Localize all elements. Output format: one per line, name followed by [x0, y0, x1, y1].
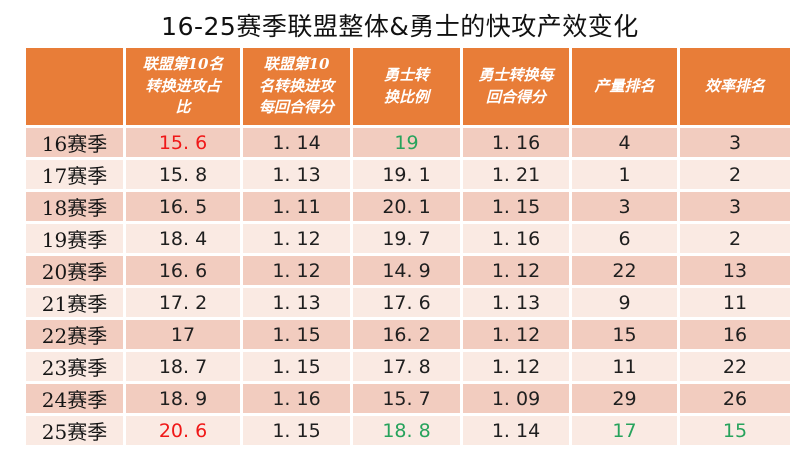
table-cell: 1. 13 [460, 285, 572, 320]
table-cell: 15. 6 [123, 125, 243, 160]
table-cell: 3 [569, 189, 680, 224]
table-cell: 11 [677, 285, 793, 320]
header-cell-league-points-per-possession: 联盟第10名转换进攻每回合得分 [240, 45, 353, 128]
table-cell: 18. 8 [350, 413, 463, 448]
table-cell: 11 [569, 349, 680, 384]
row-label: 16赛季 [23, 125, 126, 160]
table-cell: 1. 15 [240, 349, 353, 384]
table-row: 20赛季 16. 6 1. 12 14. 9 1. 12 22 13 [23, 253, 793, 288]
table-cell: 17. 2 [123, 285, 243, 320]
table-cell: 3 [677, 125, 793, 160]
table-cell: 1. 14 [460, 413, 572, 448]
table-cell: 6 [569, 221, 680, 256]
table-header: 联盟第10名转换进攻占比 联盟第10名转换进攻每回合得分 勇士转换比例 勇士转换… [23, 45, 793, 128]
table-cell: 16. 5 [123, 189, 243, 224]
table-cell: 16 [677, 317, 793, 352]
table-cell: 1. 15 [240, 317, 353, 352]
stats-table: 联盟第10名转换进攻占比 联盟第10名转换进攻每回合得分 勇士转换比例 勇士转换… [23, 45, 793, 448]
table-body: 16赛季 15. 6 1. 14 19 1. 16 4 3 17赛季 15. 8 1. 13 19.… [23, 125, 793, 448]
table-cell: 1. 12 [460, 253, 572, 288]
header-cell-league-transition-share: 联盟第10名转换进攻占比 [123, 45, 243, 128]
row-label: 22赛季 [23, 317, 126, 352]
header-cell-warriors-points-per-possession: 勇士转换每回合得分 [460, 45, 572, 128]
table-row: 22赛季 17 1. 15 16. 2 1. 12 15 16 [23, 317, 793, 352]
table-cell: 1. 16 [460, 221, 572, 256]
table-cell: 19. 7 [350, 221, 463, 256]
table-cell: 19. 1 [350, 157, 463, 192]
row-label: 20赛季 [23, 253, 126, 288]
table-row: 23赛季 18. 7 1. 15 17. 8 1. 12 11 22 [23, 349, 793, 384]
row-label: 18赛季 [23, 189, 126, 224]
table-cell: 1 [569, 157, 680, 192]
table-row: 21赛季 17. 2 1. 13 17. 6 1. 13 9 11 [23, 285, 793, 320]
table-cell: 15 [677, 413, 793, 448]
table-cell: 29 [569, 381, 680, 416]
table-cell: 17 [123, 317, 243, 352]
table-cell: 1. 09 [460, 381, 572, 416]
table-cell: 17 [569, 413, 680, 448]
row-label: 24赛季 [23, 381, 126, 416]
table-row: 24赛季 18. 9 1. 16 15. 7 1. 09 29 26 [23, 381, 793, 416]
table-cell: 20. 6 [123, 413, 243, 448]
table-cell: 1. 12 [240, 221, 353, 256]
row-label: 19赛季 [23, 221, 126, 256]
row-label: 21赛季 [23, 285, 126, 320]
table-cell: 16. 2 [350, 317, 463, 352]
table-cell: 1. 13 [240, 285, 353, 320]
table-cell: 2 [677, 221, 793, 256]
table-cell: 1. 21 [460, 157, 572, 192]
table-cell: 13 [677, 253, 793, 288]
table-cell: 1. 14 [240, 125, 353, 160]
table-cell: 1. 15 [240, 413, 353, 448]
table-cell: 20. 1 [350, 189, 463, 224]
table-cell: 1. 16 [460, 125, 572, 160]
table-cell: 4 [569, 125, 680, 160]
row-label: 23赛季 [23, 349, 126, 384]
table-row: 16赛季 15. 6 1. 14 19 1. 16 4 3 [23, 125, 793, 160]
table-row: 17赛季 15. 8 1. 13 19. 1 1. 21 1 2 [23, 157, 793, 192]
row-label: 25赛季 [23, 413, 126, 448]
table-cell: 2 [677, 157, 793, 192]
table-cell: 15. 7 [350, 381, 463, 416]
table-cell: 14. 9 [350, 253, 463, 288]
header-cell-warriors-transition-share: 勇士转换比例 [350, 45, 463, 128]
table-cell: 17. 8 [350, 349, 463, 384]
table-cell: 1. 12 [460, 349, 572, 384]
table-row: 18赛季 16. 5 1. 11 20. 1 1. 15 3 3 [23, 189, 793, 224]
table-cell: 19 [350, 125, 463, 160]
table-cell: 1. 11 [240, 189, 353, 224]
table-cell: 1. 12 [240, 253, 353, 288]
header-cell-volume-rank: 产量排名 [569, 45, 680, 128]
table-cell: 16. 6 [123, 253, 243, 288]
table-cell: 1. 15 [460, 189, 572, 224]
table-cell: 15. 8 [123, 157, 243, 192]
table-cell: 18. 4 [123, 221, 243, 256]
table-cell: 1. 13 [240, 157, 353, 192]
table-cell: 26 [677, 381, 793, 416]
row-label: 17赛季 [23, 157, 126, 192]
table-cell: 18. 7 [123, 349, 243, 384]
table-cell: 1. 12 [460, 317, 572, 352]
table-row: 25赛季 20. 6 1. 15 18. 8 1. 14 17 15 [23, 413, 793, 448]
header-row: 联盟第10名转换进攻占比 联盟第10名转换进攻每回合得分 勇士转换比例 勇士转换… [23, 45, 793, 128]
table-cell: 9 [569, 285, 680, 320]
table-cell: 22 [677, 349, 793, 384]
header-cell-season [23, 45, 126, 128]
page-title: 16-25赛季联盟整体&勇士的快攻产效变化 [161, 12, 639, 41]
table-cell: 3 [677, 189, 793, 224]
table-cell: 18. 9 [123, 381, 243, 416]
table-cell: 22 [569, 253, 680, 288]
table-cell: 15 [569, 317, 680, 352]
table-row: 19赛季 18. 4 1. 12 19. 7 1. 16 6 2 [23, 221, 793, 256]
header-cell-efficiency-rank: 效率排名 [677, 45, 793, 128]
table-cell: 1. 16 [240, 381, 353, 416]
table-cell: 17. 6 [350, 285, 463, 320]
